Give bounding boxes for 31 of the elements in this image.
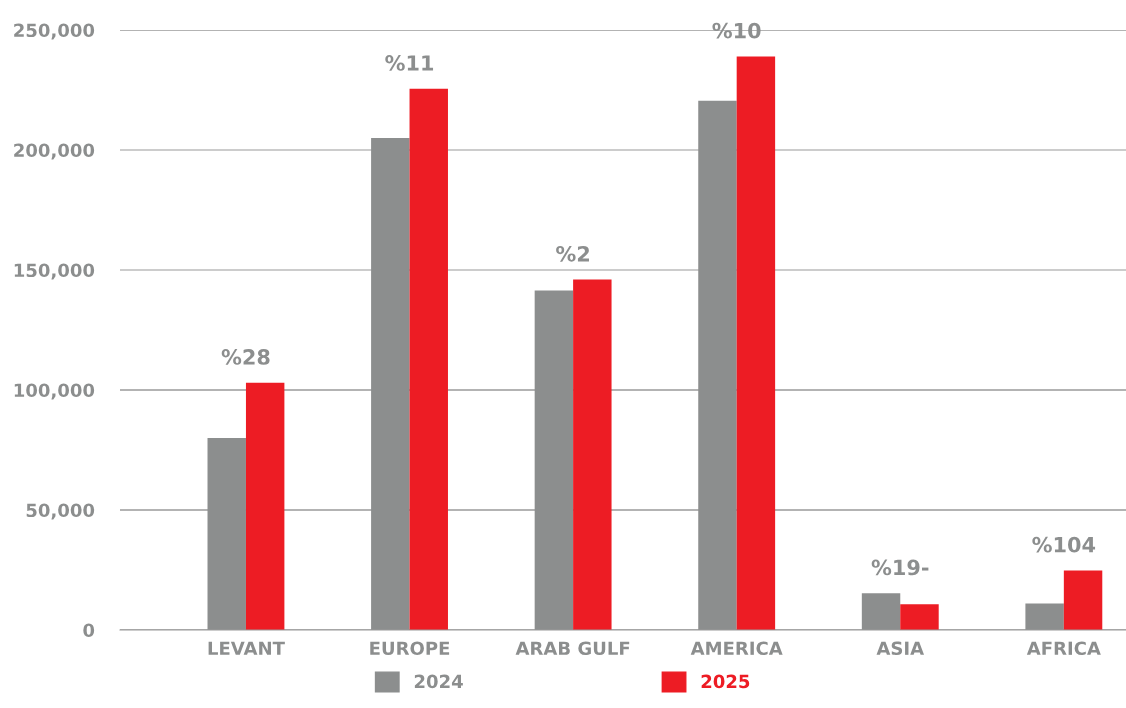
x-tick-label: AMERICA bbox=[690, 641, 783, 656]
x-tick-label: AFRICA bbox=[1026, 641, 1101, 656]
x-tick-label: ASIA bbox=[876, 641, 925, 656]
bar bbox=[371, 138, 410, 630]
bar bbox=[534, 290, 574, 630]
bar bbox=[698, 100, 737, 630]
bar bbox=[861, 593, 901, 630]
y-tick-label: 100,000 bbox=[14, 383, 95, 400]
bar bbox=[736, 56, 776, 630]
bar bbox=[409, 88, 448, 630]
annotation: %28 bbox=[221, 349, 270, 365]
annotation: %104 bbox=[1032, 536, 1096, 553]
x-tick-label: EUROPE bbox=[370, 641, 450, 656]
y-tick-label: 200,000 bbox=[14, 143, 95, 160]
bar bbox=[900, 604, 939, 630]
x-tick-label: LEVANT bbox=[208, 641, 285, 655]
annotation: %2 bbox=[556, 245, 589, 262]
bar bbox=[245, 382, 285, 630]
y-tick-label: 250,000 bbox=[14, 23, 95, 40]
annotation: %11 bbox=[385, 55, 434, 71]
bar bbox=[573, 279, 612, 630]
y-tick-label: 50,000 bbox=[26, 503, 95, 520]
bar bbox=[1063, 570, 1103, 630]
legend-label: 2024 bbox=[414, 674, 463, 689]
y-tick-label: 150,000 bbox=[14, 263, 95, 280]
bar bbox=[1025, 603, 1064, 630]
y-tick-label: 0 bbox=[83, 623, 95, 638]
legend-label: 2025 bbox=[701, 674, 750, 689]
bar bbox=[207, 438, 246, 630]
x-tick-label: ARAB GULF bbox=[515, 641, 630, 656]
annotation: %19- bbox=[871, 559, 929, 576]
